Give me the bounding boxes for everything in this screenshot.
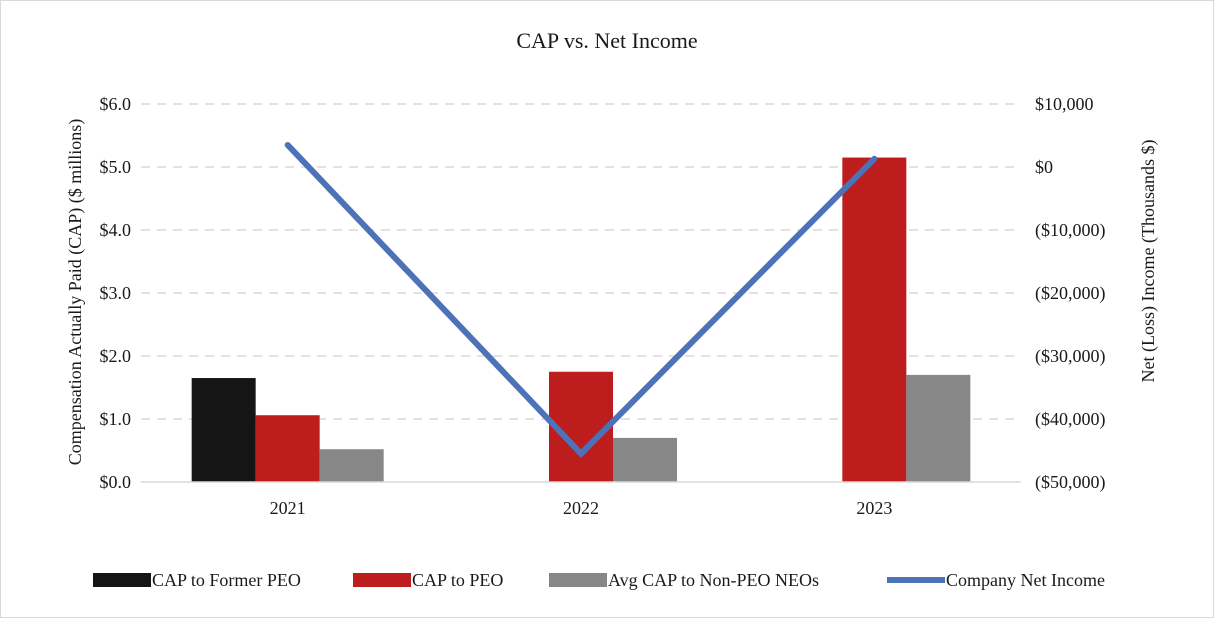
x-tick-label: 2022 — [563, 498, 599, 518]
y2-tick-label: ($50,000) — [1035, 472, 1106, 493]
chart-title: CAP vs. Net Income — [516, 28, 697, 53]
legend-label-company-net-income: Company Net Income — [946, 570, 1105, 590]
legend-swatch-cap-to-peo — [353, 573, 411, 587]
y-tick-label: $4.0 — [100, 220, 132, 240]
legend-label-cap-to-peo: CAP to PEO — [412, 570, 503, 590]
y-tick-label: $6.0 — [100, 94, 132, 114]
legend-swatch-avg-cap-to-non-peo-neos — [549, 573, 607, 587]
bar-avg-cap-to-non-peo-neos-2022 — [613, 438, 677, 482]
y-tick-label: $5.0 — [100, 157, 132, 177]
y-axis-title: Compensation Actually Paid (CAP) ($ mill… — [65, 119, 86, 465]
x-tick-label: 2021 — [270, 498, 306, 518]
y-tick-label: $0.0 — [100, 472, 132, 492]
legend-swatch-cap-to-former-peo — [93, 573, 151, 587]
bars — [192, 158, 971, 482]
legend-label-cap-to-former-peo: CAP to Former PEO — [152, 570, 301, 590]
legend-label-avg-cap-to-non-peo-neos: Avg CAP to Non-PEO NEOs — [608, 570, 819, 590]
bar-cap-to-peo-2023 — [842, 158, 906, 482]
y2-tick-label: ($20,000) — [1035, 283, 1106, 304]
y2-tick-label: $0 — [1035, 157, 1053, 177]
bar-cap-to-peo-2021 — [256, 415, 320, 482]
bar-cap-to-former-peo-2021 — [192, 378, 256, 482]
bar-avg-cap-to-non-peo-neos-2021 — [320, 449, 384, 482]
y2-tick-label: ($10,000) — [1035, 220, 1106, 241]
x-tick-label: 2023 — [856, 498, 892, 518]
y-tick-label: $2.0 — [100, 346, 132, 366]
legend: CAP to Former PEO CAP to PEO Avg CAP to No… — [93, 570, 1105, 590]
y2-tick-label: ($40,000) — [1035, 409, 1106, 430]
y-tick-label: $3.0 — [100, 283, 132, 303]
y-tick-label: $1.0 — [100, 409, 132, 429]
y2-tick-label: ($30,000) — [1035, 346, 1106, 367]
bar-avg-cap-to-non-peo-neos-2023 — [906, 375, 970, 482]
y2-tick-label: $10,000 — [1035, 94, 1094, 114]
y2-axis-title: Net (Loss) Income (Thousands $) — [1138, 140, 1159, 383]
